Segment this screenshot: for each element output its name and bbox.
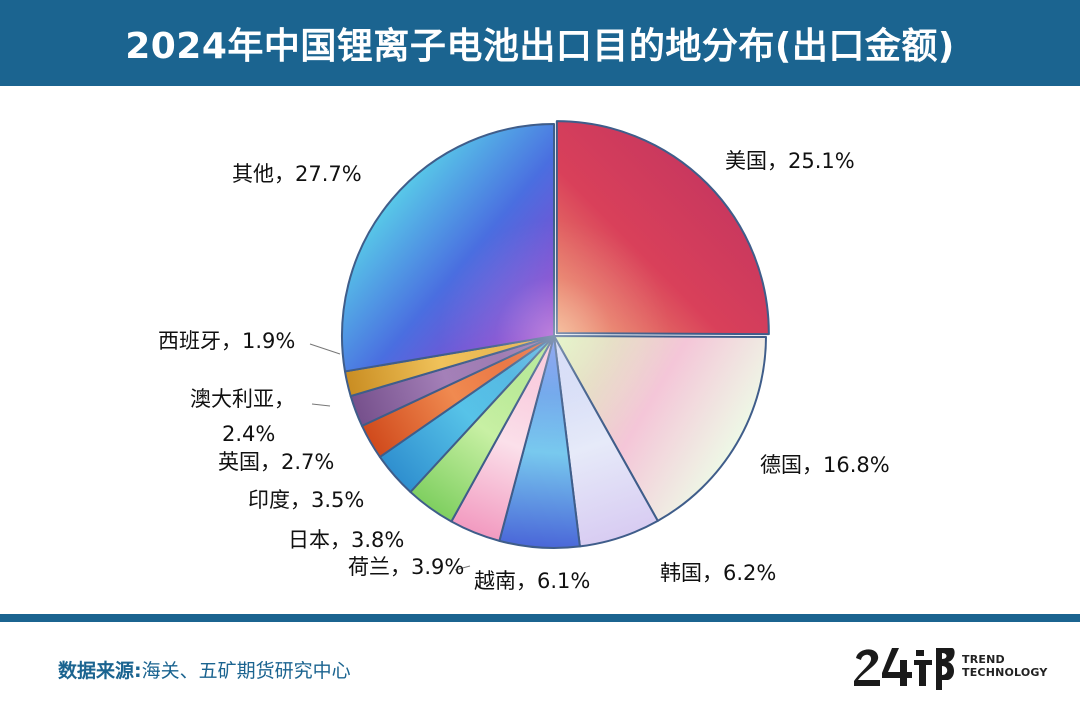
slice-label-10: 其他，27.7% — [232, 162, 362, 186]
slice-label-3: 越南，6.1% — [474, 569, 590, 593]
brand-logo: TREND TECHNOLOGY — [852, 640, 1048, 692]
slice-label-1: 德国，16.8% — [760, 453, 890, 477]
brand-logo-24-icon — [854, 648, 955, 690]
header-bar: 2024年中国锂离子电池出口目的地分布(出口金额) — [0, 0, 1080, 86]
footer-divider — [0, 614, 1080, 622]
data-source: 数据来源:海关、五矿期货研究中心 — [58, 656, 351, 683]
footer: 数据来源:海关、五矿期货研究中心 TREND TECHNOLOGY — [0, 622, 1080, 711]
brand-logo-text: TREND TECHNOLOGY — [962, 653, 1048, 679]
data-source-label: 数据来源: — [58, 660, 142, 682]
slice-label-7: 英国，2.7% — [218, 450, 334, 474]
slice-label-5: 日本，3.8% — [288, 528, 404, 552]
pie-slice-10 — [341, 123, 555, 373]
pie-slices — [341, 120, 770, 549]
slice-label-9: 西班牙，1.9% — [158, 329, 295, 353]
slice-labels: 美国，25.1% 德国，16.8% 韩国，6.2% 越南，6.1% 荷兰，3.9% 日本，… — [158, 149, 890, 593]
leader-line-4 — [454, 565, 471, 571]
slice-label-6: 印度，3.5% — [248, 488, 364, 512]
slice-label-4: 荷兰，3.9% — [348, 555, 464, 579]
page-title: 2024年中国锂离子电池出口目的地分布(出口金额) — [125, 26, 955, 67]
leader-lines — [309, 343, 471, 571]
slice-label-0: 美国，25.1% — [725, 149, 855, 173]
pie-chart: 美国，25.1% 德国，16.8% 韩国，6.2% 越南，6.1% 荷兰，3.9% 日本，… — [0, 86, 1080, 614]
slice-label-8-line2: 2.4% — [222, 422, 275, 446]
leader-line-9 — [309, 343, 341, 355]
pie-chart-svg: 美国，25.1% 德国，16.8% 韩国，6.2% 越南，6.1% 荷兰，3.9% 日本，… — [158, 120, 890, 593]
slice-label-8: 澳大利亚， — [190, 387, 295, 411]
data-source-text: 海关、五矿期货研究中心 — [141, 660, 351, 682]
leader-line-8 — [311, 403, 331, 407]
slice-label-2: 韩国，6.2% — [660, 561, 776, 585]
brand-logo-line1: TREND — [962, 653, 1005, 666]
brand-logo-line2: TECHNOLOGY — [962, 666, 1048, 679]
